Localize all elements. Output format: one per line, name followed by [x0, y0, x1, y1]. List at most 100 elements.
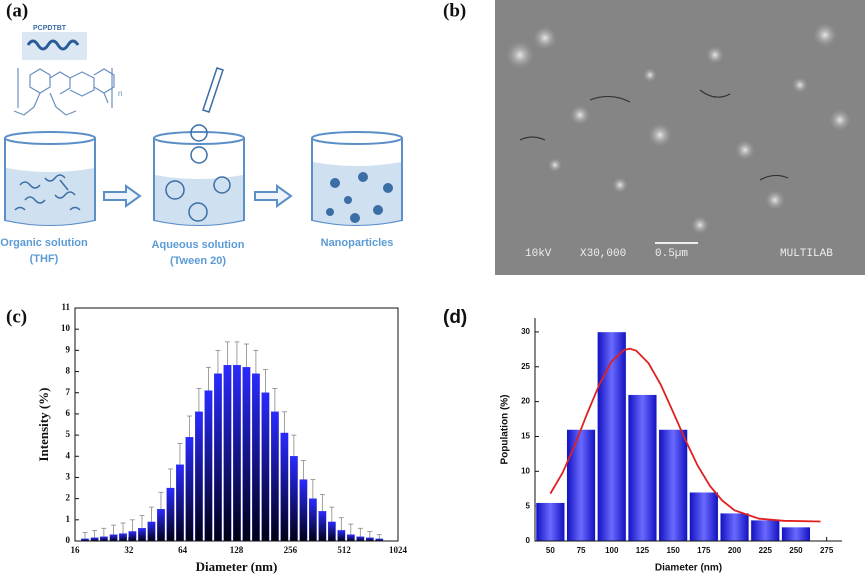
sem-info: 10kV — [525, 248, 552, 260]
polymer-name: PCPDTBT — [33, 25, 67, 32]
x-tick-label: 16 — [71, 545, 81, 555]
bar — [750, 519, 780, 542]
bar — [290, 456, 298, 542]
y-axis-label: Population (%) — [500, 395, 511, 465]
charts: (c) 0 1 2 3 4 5 6 7 8 9 10 11 16 32 64 128 256 512 1024 Diam… — [6, 302, 842, 574]
panel-b: (b) 10kV X30,000 0.5µm MULTILAB — [443, 0, 865, 275]
bar — [299, 479, 308, 542]
panel-a: (a) PCPDTBT n — [0, 0, 403, 267]
step-name: Organic solution — [0, 237, 88, 249]
bar — [176, 464, 184, 542]
fit-curve — [549, 347, 821, 523]
x-tick-label: 256 — [284, 545, 298, 555]
y-tick-label: 30 — [521, 327, 530, 336]
polymer-box — [22, 32, 87, 60]
y-tick-label: 0 — [526, 536, 531, 545]
bar — [233, 365, 241, 542]
y-tick-label: 10 — [61, 323, 71, 333]
bar — [535, 502, 565, 542]
y-axis-label: Intensity (%) — [36, 387, 51, 461]
beaker-2 — [153, 67, 245, 226]
beaker-3 — [311, 131, 403, 226]
chain-icon — [26, 39, 80, 51]
y-tick-label: 3 — [66, 472, 71, 482]
bar — [280, 432, 289, 542]
sem-image — [495, 0, 865, 275]
bar — [204, 390, 213, 542]
bar — [318, 511, 327, 542]
x-tick-label: 175 — [697, 546, 711, 555]
panel-label: (a) — [6, 0, 28, 21]
bar — [109, 534, 118, 542]
bar — [166, 487, 175, 542]
x-tick-label: 100 — [605, 546, 619, 555]
cracks — [519, 89, 789, 181]
bar — [261, 392, 270, 542]
y-tick-label: 7 — [66, 387, 71, 397]
x-axis-label: Diameter (nm) — [196, 559, 278, 574]
x-tick-label: 32 — [124, 545, 134, 555]
arrow — [103, 184, 142, 208]
bar — [597, 331, 627, 542]
x-tick-label: 275 — [820, 546, 834, 555]
repeat-index: n — [118, 89, 122, 98]
bar — [309, 498, 317, 542]
bar — [627, 394, 658, 542]
step-note: (Tween 20) — [170, 255, 226, 267]
x-tick-label: 125 — [636, 546, 650, 555]
x-tick-label: 50 — [546, 546, 555, 555]
bar — [147, 521, 156, 542]
x-tick-label: 128 — [230, 545, 244, 555]
y-tick-label: 4 — [66, 450, 71, 460]
y-tick-label: 8 — [66, 366, 71, 376]
y-tick-label: 20 — [521, 397, 530, 406]
y-tick-label: 5 — [66, 429, 71, 439]
sem-info: X30,000 — [580, 248, 626, 260]
sem-info: MULTILAB — [780, 248, 833, 260]
bar — [214, 373, 222, 542]
bar — [100, 536, 108, 542]
chart: (d) 0 5 10 15 20 25 30 50 75 100 125 150 175 200 225 250… — [443, 307, 842, 574]
sem-info: 0.5µm — [655, 248, 688, 260]
bar — [719, 512, 750, 542]
y-tick-label: 5 — [526, 501, 531, 510]
panel-label: (b) — [443, 0, 466, 21]
bar — [327, 521, 336, 542]
y-tick-label: 10 — [521, 466, 530, 475]
step-note: (THF) — [30, 253, 59, 265]
bar — [356, 536, 365, 542]
x-tick-label: 150 — [666, 546, 680, 555]
y-tick-label: 11 — [61, 302, 70, 312]
bar — [252, 373, 260, 542]
y-tick-label: 6 — [66, 408, 71, 418]
x-tick-label: 200 — [728, 546, 742, 555]
structure — [13, 68, 115, 116]
bar — [566, 429, 596, 542]
bar — [195, 411, 203, 542]
bar — [223, 365, 232, 542]
bar — [185, 437, 194, 542]
bar — [271, 411, 279, 542]
beaker-1 — [4, 131, 96, 226]
chart: (c) 0 1 2 3 4 5 6 7 8 9 10 11 16 32 64 128 256 512 1024 Diam… — [6, 302, 408, 574]
y-tick-label: 0 — [66, 535, 71, 545]
particles — [506, 23, 851, 234]
bar — [658, 429, 688, 542]
bar — [242, 367, 251, 542]
bar — [337, 530, 346, 542]
bar — [157, 509, 165, 542]
arrow — [254, 184, 293, 208]
step-name: Aqueous solution — [152, 239, 245, 251]
bar — [346, 534, 355, 542]
y-tick-label: 1 — [66, 514, 71, 524]
panel-label: (d) — [443, 307, 467, 328]
y-tick-label: 2 — [66, 493, 71, 503]
axes — [534, 318, 842, 542]
x-tick-label: 75 — [577, 546, 586, 555]
x-axis-label: Diameter (nm) — [655, 563, 722, 574]
bar — [119, 533, 127, 542]
x-tick-label: 1024 — [389, 545, 408, 555]
x-tick-label: 512 — [337, 545, 351, 555]
y-tick-label: 9 — [66, 344, 71, 354]
